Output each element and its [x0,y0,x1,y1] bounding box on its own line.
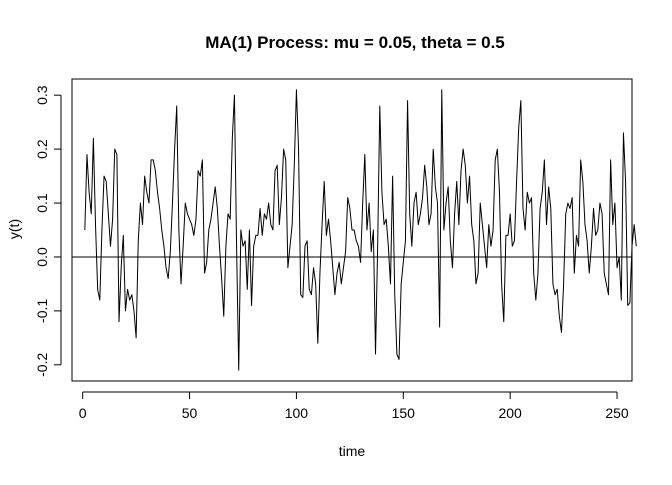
plot-box [71,78,633,382]
y-tick-label: 0.2 [34,139,50,159]
x-tick-label: 50 [182,405,198,421]
y-axis-label: y(t) [6,219,22,239]
y-tick-label: 0.0 [34,247,50,267]
y-tick-label: 0.1 [34,193,50,213]
y-axis: -0.2 -0.1 0.0 0.1 0.2 0.3 [34,85,62,377]
y-tick-label: -0.1 [34,299,50,323]
y-tick-label: 0.3 [34,85,50,105]
y-tick-label: -0.2 [34,353,50,377]
x-axis: 0 50 100 150 200 250 [79,391,629,421]
x-tick-label: 250 [605,405,629,421]
x-tick-label: 100 [285,405,309,421]
x-axis-label: time [339,443,366,459]
x-tick-label: 200 [498,405,522,421]
x-tick-label: 150 [392,405,416,421]
chart-title: MA(1) Process: mu = 0.05, theta = 0.5 [205,33,505,52]
series-line-y-t [84,89,637,371]
x-tick-label: 0 [79,405,87,421]
